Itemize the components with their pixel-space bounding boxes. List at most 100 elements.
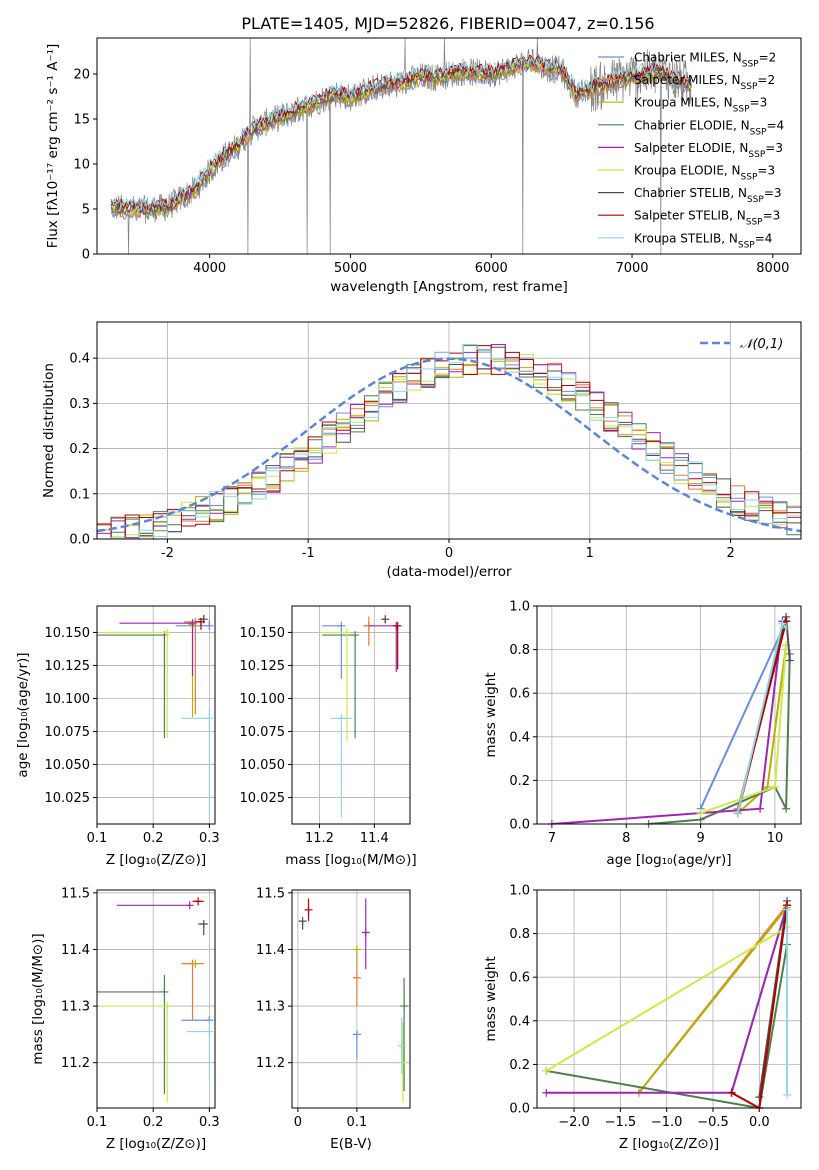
y-tick-label: 0.4 [509,1014,530,1029]
data-point-marker [163,628,172,637]
y-axis-label: mass weight [483,956,499,1041]
x-tick-label: 5000 [334,261,367,276]
data-point-marker [361,928,370,937]
data-point-marker [542,1066,551,1075]
data-point-marker [188,619,197,628]
x-axis-label: Z [log₁₀(Z/Z⊙)] [106,1136,206,1152]
y-tick-label: 0.4 [69,352,90,367]
y-axis-label: mass [log₁₀(M/M⊙)] [30,933,46,1064]
data-point-marker [756,804,765,813]
data-point-marker [778,619,787,628]
data-point-marker [342,628,351,637]
y-axis-label: age [log₁₀(age/yr)] [15,652,31,777]
residual-histogram-step [97,344,801,539]
x-tick-label: 7000 [615,261,648,276]
data-point-marker [205,621,214,630]
plot-frame [96,321,802,540]
data-point-marker [381,615,390,624]
x-tick-label: 11.2 [305,831,334,846]
data-point-marker [782,623,791,632]
data-point-marker [397,1041,406,1050]
data-point-marker [194,897,203,906]
data-point-marker [163,1002,172,1011]
y-tick-label: 10.025 [240,791,286,806]
y-tick-label: 0.8 [509,927,530,942]
x-tick-label: 10 [767,831,784,846]
x-tick-label: 0 [294,1115,302,1130]
plot-frame [536,605,802,825]
x-tick-label: 8 [622,831,630,846]
x-tick-label: 0.1 [347,1115,368,1130]
y-tick-label: 10.125 [45,659,91,674]
x-tick-label: 0.2 [143,831,164,846]
y-axis-label: Normed distribution [41,363,57,498]
y-tick-label: 10.150 [45,626,91,641]
x-tick-label: 11.4 [360,831,389,846]
x-tick-label: −1.0 [651,1115,683,1130]
data-point-marker [205,714,214,723]
x-tick-label: 0.3 [199,1115,220,1130]
y-tick-label: 11.2 [256,1056,285,1071]
y-tick-label: 0.2 [509,1058,530,1073]
data-point-marker [352,973,361,982]
y-tick-label: 11.2 [61,1056,90,1071]
data-point-marker [205,1027,214,1036]
x-tick-label: 9 [696,831,704,846]
plot-frame [536,889,802,1109]
x-tick-label: −0.5 [697,1115,729,1130]
data-point-marker [755,1093,764,1102]
data-point-marker [298,917,307,926]
plot-frame [96,889,216,1109]
data-point-marker [160,987,169,996]
y-tick-label: 11.4 [256,943,285,958]
y-tick-label: 10.125 [240,659,286,674]
x-tick-label: 0.1 [87,831,108,846]
mass-weight-vs-metallicity-panel: −2.0 −1.5 −1.0 −0.5 0.0 0.0 0.2 0.4 0.6 0.8 1.0 Z [… [483,884,802,1152]
x-tick-label: 6000 [475,261,508,276]
x-tick-label: −2.0 [558,1115,590,1130]
y-tick-label: 0 [82,248,90,263]
y-tick-label: 0.0 [69,533,90,548]
y-tick-label: 10.075 [45,725,91,740]
x-axis-label: Z [log₁₀(Z/Z⊙)] [619,1136,719,1152]
y-tick-label: 10.075 [240,725,286,740]
y-tick-label: 10.050 [45,758,91,773]
data-point-marker [185,901,194,910]
data-point-marker [727,1088,736,1097]
y-tick-label: 0.4 [509,730,530,745]
mass-vs-extinction-panel: 0 0.1 11.2 11.3 11.4 11.5 E(B-V) [256,886,411,1152]
legend-entry: Chabrier STELIB, NSSP=3 [634,186,782,205]
data-point-marker [398,1058,407,1067]
x-tick-label: -2 [161,546,174,561]
mass-weight-series-line [546,944,789,1108]
y-tick-label: 0.6 [509,971,530,986]
y-tick-label: 15 [73,113,90,128]
x-tick-label: 1 [586,546,594,561]
y-tick-label: 5 [82,203,90,218]
spectrum-panel: 4000 5000 6000 7000 8000 0 5 10 15 20 wavelength [… [45,37,802,295]
x-tick-label: 0.0 [749,1115,770,1130]
x-tick-label: 2 [726,546,734,561]
x-tick-label: 7 [548,831,556,846]
mass-weight-series-line [638,906,788,1094]
data-point-marker [199,919,208,928]
mass-weight-vs-age-panel: 7 8 9 10 0.0 0.2 0.4 0.6 0.8 1.0 age [log₁₀(age/yr… [483,600,802,868]
y-tick-label: 10.150 [240,626,286,641]
y-tick-label: 1.0 [509,884,530,899]
data-point-marker [351,631,360,640]
legend-entry: Kroupa STELIB, NSSP=4 [634,231,772,250]
y-axis-label: mass weight [483,672,499,757]
data-point-marker [733,809,742,818]
y-tick-label: 1.0 [509,600,530,615]
mass-weight-series-line [731,905,789,1108]
observed-spectrum-line [110,38,692,254]
mass-weight-series-line [551,621,784,824]
plot-frame [96,37,802,255]
figure-title: PLATE=1405, MJD=52826, FIBERID=0047, z=0… [241,14,654,33]
data-point-marker [783,1090,792,1099]
x-axis-label: E(B-V) [330,1136,372,1152]
y-tick-label: 0.3 [69,397,90,412]
y-tick-label: 0.6 [509,687,530,702]
data-point-marker [196,617,205,626]
